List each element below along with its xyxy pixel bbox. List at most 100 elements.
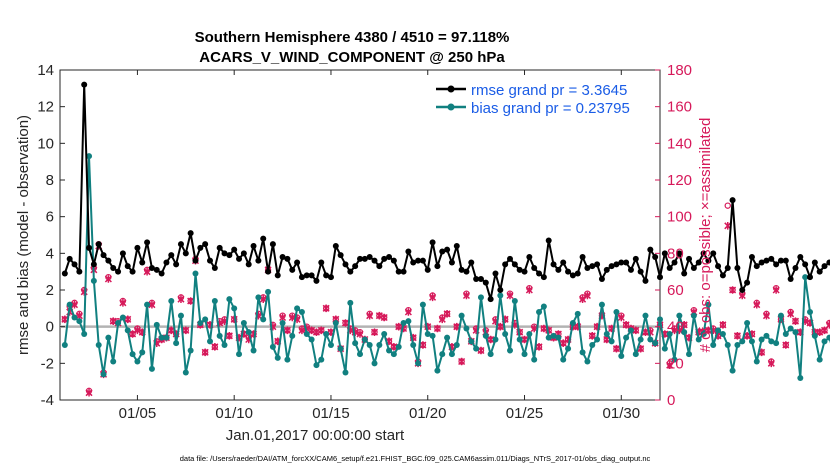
bias-point	[158, 334, 165, 341]
bias-point	[260, 316, 267, 323]
bias-point	[207, 338, 213, 345]
rmse-point	[560, 259, 567, 266]
bias-point	[352, 340, 359, 347]
bias-point	[502, 331, 509, 337]
rmse-point	[821, 263, 828, 270]
bias-point	[144, 301, 151, 308]
obs-assimilated-marker	[753, 300, 761, 309]
rmse-point	[187, 230, 194, 237]
bias-point	[482, 332, 489, 339]
rmse-point	[158, 270, 165, 277]
bias-point	[100, 371, 107, 378]
bias-point	[110, 358, 117, 365]
bias-point	[453, 342, 460, 348]
y-right-tick-label: 20	[667, 355, 684, 372]
x-tick-label: 01/20	[409, 405, 447, 422]
rmse-point	[482, 279, 489, 286]
obs-assimilated-marker	[225, 332, 233, 340]
rmse-point	[453, 243, 460, 249]
bias-point	[153, 321, 160, 328]
obs-assimilated-marker	[772, 286, 780, 294]
rmse-point	[603, 266, 610, 273]
obs-possible-marker	[724, 202, 731, 209]
obs-assimilated-marker	[70, 300, 79, 309]
bias-point	[163, 334, 170, 341]
bias-point	[710, 342, 717, 348]
rmse-point	[323, 272, 330, 279]
obs-assimilated-marker	[308, 326, 316, 335]
rmse-point	[627, 266, 634, 273]
bias-point	[202, 316, 209, 323]
bias-point	[298, 309, 305, 315]
bias-point	[129, 351, 136, 358]
rmse-point	[265, 268, 272, 275]
obs-assimilated-marker	[119, 299, 127, 307]
rmse-point	[468, 259, 475, 266]
bias-point	[700, 331, 707, 337]
rmse-point	[782, 257, 789, 264]
legend-bias-marker	[447, 103, 455, 111]
bias-point	[540, 303, 547, 310]
legend-rmse-marker	[447, 85, 455, 93]
obs-assimilated-marker	[370, 328, 379, 336]
rmse-point	[134, 244, 141, 251]
obs-assimilated-marker	[298, 326, 306, 335]
rmse-point	[816, 268, 823, 275]
bias-point	[497, 292, 504, 299]
rmse-point	[531, 265, 538, 271]
bias-point	[308, 336, 315, 343]
bias-point	[792, 329, 799, 336]
rmse-point	[768, 255, 775, 262]
rmse-point	[429, 239, 436, 246]
obs-assimilated-marker	[487, 335, 495, 344]
bias-point	[487, 351, 494, 358]
bias-point	[787, 325, 794, 332]
rmse-point	[787, 276, 794, 282]
rmse-point	[216, 244, 223, 251]
rmse-point	[318, 259, 325, 266]
rmse-point	[729, 197, 736, 204]
obs-assimilated-marker	[201, 348, 209, 357]
rmse-point	[811, 259, 818, 266]
obs-assimilated-marker	[443, 310, 451, 318]
y-tick-label: -4	[41, 392, 54, 409]
rmse-point	[332, 243, 339, 249]
rmse-point	[666, 265, 673, 271]
obs-assimilated-marker	[666, 361, 674, 369]
bias-point	[526, 331, 533, 337]
bias-point	[265, 288, 272, 295]
obs-assimilated-marker	[825, 321, 830, 329]
rmse-point	[76, 268, 83, 275]
bias-point	[753, 358, 760, 365]
y-right-tick-label: 160	[667, 99, 692, 116]
bias-point	[119, 314, 126, 321]
bias-point	[458, 312, 465, 319]
rmse-point	[705, 257, 712, 264]
rmse-point	[415, 257, 422, 264]
obs-assimilated-marker	[729, 286, 737, 294]
legend: rmse grand pr = 3.3645 bias grand pr = 0…	[436, 82, 630, 117]
rmse-point	[260, 235, 267, 242]
rmse-point	[681, 270, 688, 277]
bias-point	[177, 312, 184, 319]
rmse-point	[569, 272, 576, 279]
obs-assimilated-marker	[395, 322, 403, 331]
obs-assimilated-marker	[312, 328, 320, 336]
bias-point	[148, 365, 155, 372]
bias-point	[115, 320, 122, 326]
rmse-point	[826, 259, 830, 266]
bias-point	[337, 345, 344, 352]
obs-assimilated-marker	[85, 388, 93, 397]
bias-point	[90, 277, 97, 284]
rmse-point	[792, 265, 799, 271]
bias-point	[729, 367, 736, 374]
bias-point	[802, 274, 809, 281]
rmse-point	[507, 255, 513, 262]
bias-series-layer	[61, 153, 830, 381]
legend-rmse-label: rmse grand pr = 3.3645	[471, 82, 627, 99]
bias-point	[763, 332, 770, 339]
obs-assimilated-marker	[404, 308, 412, 316]
bias-point	[61, 342, 68, 348]
rmse-point	[289, 266, 296, 273]
rmse-point	[477, 276, 484, 282]
